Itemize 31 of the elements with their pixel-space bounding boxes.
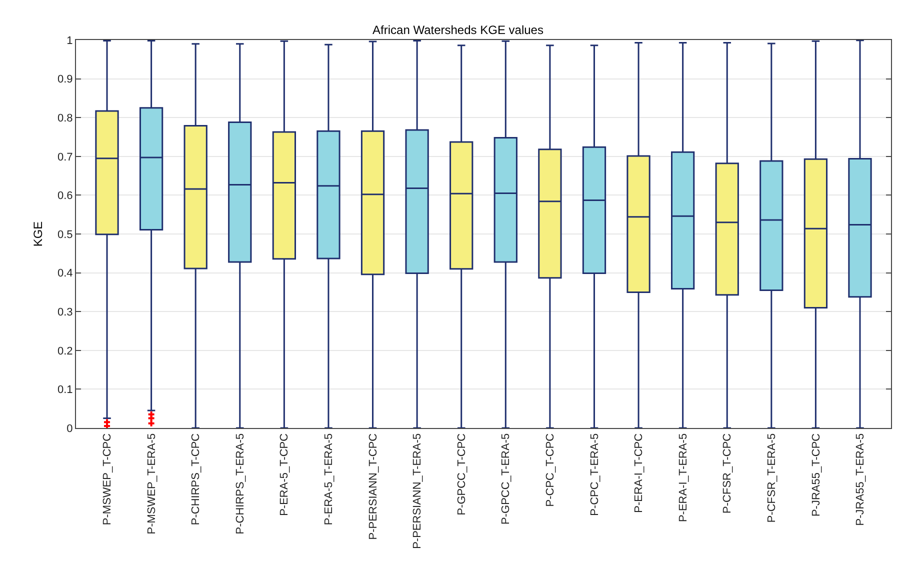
y-tick-label: 0.4 bbox=[58, 268, 73, 280]
x-tick-label: P-CHIRPS_T-CPC bbox=[190, 433, 202, 526]
x-tick-label: P-JRA55_T-CPC bbox=[810, 433, 822, 517]
x-tick-label: P-ERA-I_T-ERA-5 bbox=[677, 433, 690, 522]
y-tick-label: 0.2 bbox=[58, 345, 73, 358]
y-tick-label: 0.7 bbox=[58, 151, 73, 164]
y-tick-label: 0.3 bbox=[58, 306, 73, 318]
y-tick-label: 0 bbox=[66, 422, 73, 435]
x-tick-label: P-MSWEP_T-ERA-5 bbox=[146, 433, 158, 534]
x-tick-label: P-ERA-I_T-CPC bbox=[633, 433, 646, 513]
x-tick-label: P-GPCC_T-CPC bbox=[456, 433, 468, 516]
y-tick-label: 1 bbox=[66, 34, 73, 47]
y-tick-label: 0.6 bbox=[58, 190, 73, 202]
y-tick-label: 0.1 bbox=[58, 384, 73, 396]
x-tick-label: P-CHIRPS_T-ERA-5 bbox=[234, 433, 246, 534]
x-tick-label: P-ERA-5_T-CPC bbox=[278, 433, 291, 516]
x-tick-label: P-CPC_T-CPC bbox=[544, 433, 557, 507]
x-tick-label: P-MSWEP_T-CPC bbox=[102, 433, 114, 526]
y-tick-label: 0.5 bbox=[58, 228, 73, 241]
x-tick-label: P-PERSIANN_T-CPC bbox=[367, 433, 380, 540]
x-tick-label: P-GPCC_T-ERA-5 bbox=[500, 433, 512, 524]
y-tick-label: 0.8 bbox=[58, 112, 73, 124]
chart-title: African Watersheds KGE values bbox=[372, 23, 544, 38]
y-tick-label: 0.9 bbox=[58, 74, 73, 86]
x-tick-label: P-CFSR_T-ERA-5 bbox=[766, 433, 778, 523]
x-tick-label: P-PERSIANN_T-ERA-5 bbox=[412, 433, 424, 549]
x-tick-label: P-CFSR_T-CPC bbox=[722, 433, 734, 514]
y-axis-title: KGE bbox=[31, 221, 45, 247]
x-tick-label: P-CPC_T-ERA-5 bbox=[588, 433, 601, 516]
x-tick-label: P-ERA-5_T-ERA-5 bbox=[323, 433, 336, 526]
x-tick-label: P-JRA55_T-ERA-5 bbox=[854, 433, 867, 526]
